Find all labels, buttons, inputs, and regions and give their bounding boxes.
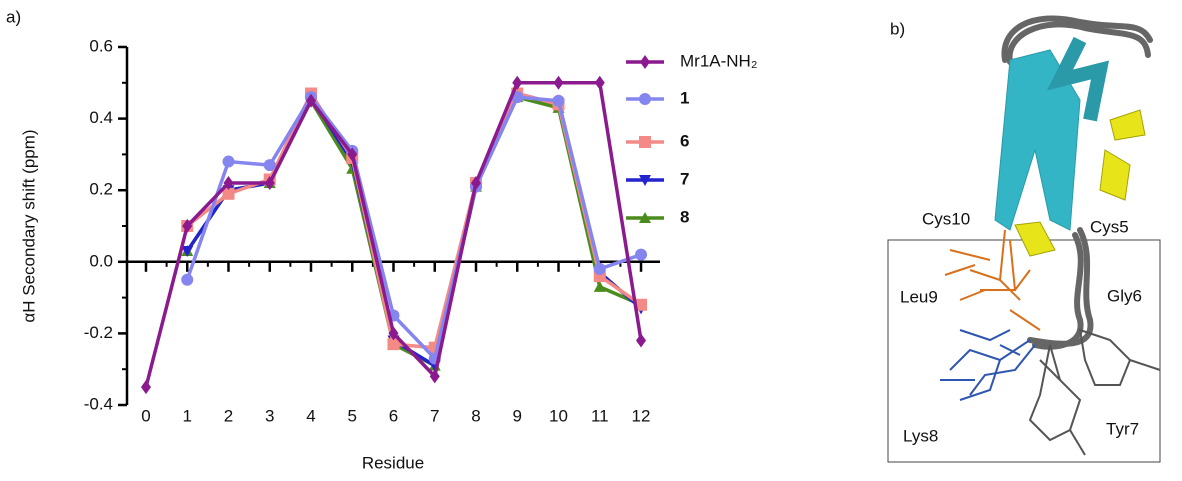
legend-label: 6 xyxy=(680,131,689,150)
marker xyxy=(181,274,193,286)
residue-label: Cys10 xyxy=(922,209,970,228)
figure: a) αH Secondary shift (ppm) Residue -0.4… xyxy=(0,0,1182,476)
y-tick-label: 0.6 xyxy=(89,36,113,55)
x-tick-label: 6 xyxy=(389,406,398,425)
legend-label: 8 xyxy=(680,207,689,226)
lys-sticks xyxy=(940,330,1035,400)
x-tick-label: 11 xyxy=(591,406,609,425)
panel-label: b) xyxy=(890,19,905,38)
legend-label: Mr1A-NH₂ xyxy=(680,51,757,70)
x-tick-label: 9 xyxy=(513,406,522,425)
y-tick-label: 0.2 xyxy=(89,180,113,199)
series-line xyxy=(187,94,641,348)
tyr-sticks xyxy=(1030,330,1160,455)
marker xyxy=(554,76,564,90)
y-axis-label: αH Secondary shift (ppm) xyxy=(19,129,38,322)
x-tick-label: 7 xyxy=(430,406,439,425)
marker xyxy=(553,95,565,107)
structure-panel: b) Cys10 Cys5 Leu9 Gly6 Lys8 Tyr7 xyxy=(888,18,1160,462)
marker xyxy=(222,156,234,168)
marker xyxy=(595,76,605,90)
residue-label: Gly6 xyxy=(1107,286,1142,305)
marker xyxy=(639,136,651,148)
x-tick-label: 3 xyxy=(265,406,274,425)
residue-label: Cys5 xyxy=(1090,217,1129,236)
residue-label: Lys8 xyxy=(903,426,938,445)
panel-label: a) xyxy=(6,7,21,26)
residue-labels: Cys10 Cys5 Leu9 Gly6 Lys8 Tyr7 xyxy=(900,209,1142,445)
y-tick-label: -0.4 xyxy=(84,394,113,413)
x-tick-label: 10 xyxy=(549,406,568,425)
x-tick-label: 12 xyxy=(632,406,651,425)
x-axis-label: Residue xyxy=(362,453,424,472)
marker xyxy=(594,281,606,292)
legend-label: 7 xyxy=(680,169,689,188)
x-tick-label: 8 xyxy=(471,406,480,425)
series-line xyxy=(187,94,641,366)
y-tick-label: 0.0 xyxy=(89,251,113,270)
series-line xyxy=(187,97,641,366)
series-line xyxy=(187,97,641,358)
y-tick-label: -0.2 xyxy=(84,323,113,342)
residue-label: Leu9 xyxy=(900,287,938,306)
x-tick-label: 0 xyxy=(141,406,150,425)
x-tick-label: 1 xyxy=(182,406,191,425)
marker xyxy=(640,55,650,69)
y-tick-label: 0.4 xyxy=(89,108,113,127)
residue-label: Tyr7 xyxy=(1106,419,1139,438)
marker xyxy=(636,334,646,348)
marker xyxy=(635,249,647,261)
x-tick-label: 4 xyxy=(306,406,315,425)
marker xyxy=(594,263,606,275)
marker xyxy=(141,380,151,394)
x-tick-label: 2 xyxy=(224,406,233,425)
marker xyxy=(264,159,276,171)
legend-label: 1 xyxy=(680,88,689,107)
x-tick-label: 5 xyxy=(348,406,357,425)
marker xyxy=(639,93,651,105)
